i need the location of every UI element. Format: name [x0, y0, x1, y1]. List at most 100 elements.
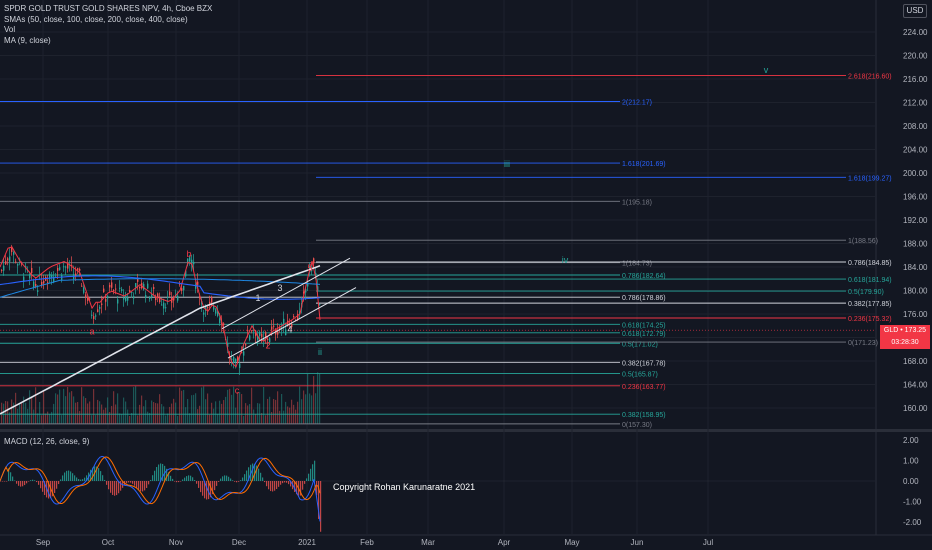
volume-bar — [75, 402, 77, 424]
macd-histogram-bar — [242, 477, 244, 481]
candle-body — [127, 297, 129, 301]
candle-body — [275, 330, 277, 335]
macd-histogram-bar — [56, 481, 58, 489]
macd-histogram-bar — [174, 481, 176, 482]
volume-bar — [155, 403, 157, 424]
candle-body — [131, 291, 133, 293]
volume-bar — [93, 388, 95, 424]
macd-histogram-bar — [184, 477, 186, 481]
volume-bar — [247, 405, 249, 424]
macd-histogram-bar — [26, 481, 28, 484]
candle-body — [271, 326, 273, 330]
macd-histogram-bar — [72, 473, 74, 481]
macd-histogram-bar — [64, 472, 66, 481]
candle-body — [49, 273, 51, 280]
fib-level-label: 0.382(177.85) — [848, 301, 892, 308]
candle-body — [313, 258, 315, 264]
candle-body — [239, 363, 241, 368]
macd-histogram-bar — [138, 481, 140, 490]
time-tick-label: Oct — [102, 538, 115, 547]
macd-indicator-label[interactable]: MACD (12, 26, close, 9) — [4, 437, 90, 446]
fib-level-label: 1.618(199.27) — [848, 175, 892, 182]
macd-histogram-bar — [144, 481, 146, 491]
macd-histogram-bar — [244, 474, 246, 481]
price-tick-label: 212.00 — [903, 99, 928, 108]
volume-bar — [109, 412, 111, 424]
macd-histogram-bar — [52, 481, 54, 497]
candle-body — [191, 259, 193, 266]
macd-histogram-bar — [78, 478, 80, 481]
candle-body — [153, 287, 155, 290]
macd-histogram-bar — [310, 468, 312, 481]
price-axis: 224.00 220.00 216.00 212.00 208.00 204.00 200.… — [903, 28, 928, 527]
macd-pane — [0, 455, 875, 532]
fib-level-label: 1(184.73) — [622, 261, 652, 268]
macd-histogram-bar — [120, 481, 122, 491]
volume-bar — [253, 409, 255, 424]
volume-bar — [189, 413, 191, 424]
macd-histogram-bar — [194, 480, 196, 481]
ma-indicator-label[interactable]: MA (9, close) — [4, 35, 51, 45]
macd-histogram-bar — [312, 464, 314, 481]
volume-bar — [9, 412, 11, 424]
macd-histogram-bar — [178, 481, 180, 483]
macd-histogram-bar — [148, 481, 150, 485]
macd-histogram-bar — [266, 481, 268, 487]
volume-bar — [261, 413, 263, 424]
volume-bar — [299, 386, 301, 424]
volume-bar — [167, 413, 169, 424]
sma-100-line — [0, 275, 321, 300]
volume-bar — [91, 415, 93, 424]
volume-bar — [119, 413, 121, 424]
last-price-symbol: GLD — [883, 327, 899, 334]
symbol-title[interactable]: SPDR GOLD TRUST GOLD SHARES NPV, 4h, Cbo… — [4, 4, 213, 13]
candle-body — [319, 304, 321, 306]
macd-histogram-bar — [58, 481, 60, 485]
macd-histogram-bar — [14, 480, 16, 482]
candle-body — [235, 358, 237, 362]
volume-bar — [153, 402, 155, 424]
macd-histogram-bar — [210, 481, 212, 498]
volume-bar — [103, 409, 105, 424]
fib-level-label: 0.5(179.90) — [848, 289, 884, 296]
candle-body — [149, 296, 151, 299]
macd-histogram-bar — [54, 481, 56, 493]
candle-body — [67, 263, 69, 269]
macd-histogram-bar — [36, 481, 38, 483]
candle-body — [123, 297, 125, 300]
volume-bar — [5, 401, 7, 424]
volume-indicator-label[interactable]: Vol — [4, 25, 16, 34]
macd-histogram-bar — [86, 475, 88, 481]
wave-label: iv — [562, 255, 569, 265]
candle-body — [143, 283, 145, 290]
volume-bar — [37, 413, 39, 424]
candle-body — [165, 307, 167, 309]
volume-bar — [291, 399, 293, 424]
volume-bar — [49, 414, 51, 424]
candle-body — [299, 311, 301, 315]
volume-bar — [27, 408, 29, 424]
macd-histogram-bar — [318, 481, 320, 519]
macd-histogram-bar — [48, 481, 50, 499]
fib-level-label: 1(188.56) — [848, 238, 878, 245]
volume-bar — [71, 391, 73, 424]
macd-histogram-bar — [166, 468, 168, 481]
price-tick-label: 180.00 — [903, 287, 928, 296]
macd-histogram-bar — [216, 481, 218, 486]
sma-indicator-label[interactable]: SMAs (50, close, 100, close, 200, close,… — [4, 14, 188, 24]
macd-histogram-bar — [30, 480, 32, 481]
candle-body — [211, 296, 213, 303]
macd-histogram-bar — [90, 469, 92, 481]
macd-histogram-bar — [296, 481, 298, 495]
fib-level-label: 1(195.18) — [622, 199, 652, 206]
macd-histogram-bar — [6, 481, 8, 482]
volume-bar — [191, 395, 193, 424]
volume-bar — [275, 399, 277, 424]
volume-bar — [311, 395, 313, 424]
volume-bar — [303, 390, 305, 424]
currency-button[interactable]: USD — [903, 4, 927, 18]
fib-level-label: 0.236(163.77) — [622, 384, 666, 391]
macd-histogram-bar — [130, 481, 132, 483]
fib-level-label: 2.618(216.60) — [848, 73, 892, 80]
